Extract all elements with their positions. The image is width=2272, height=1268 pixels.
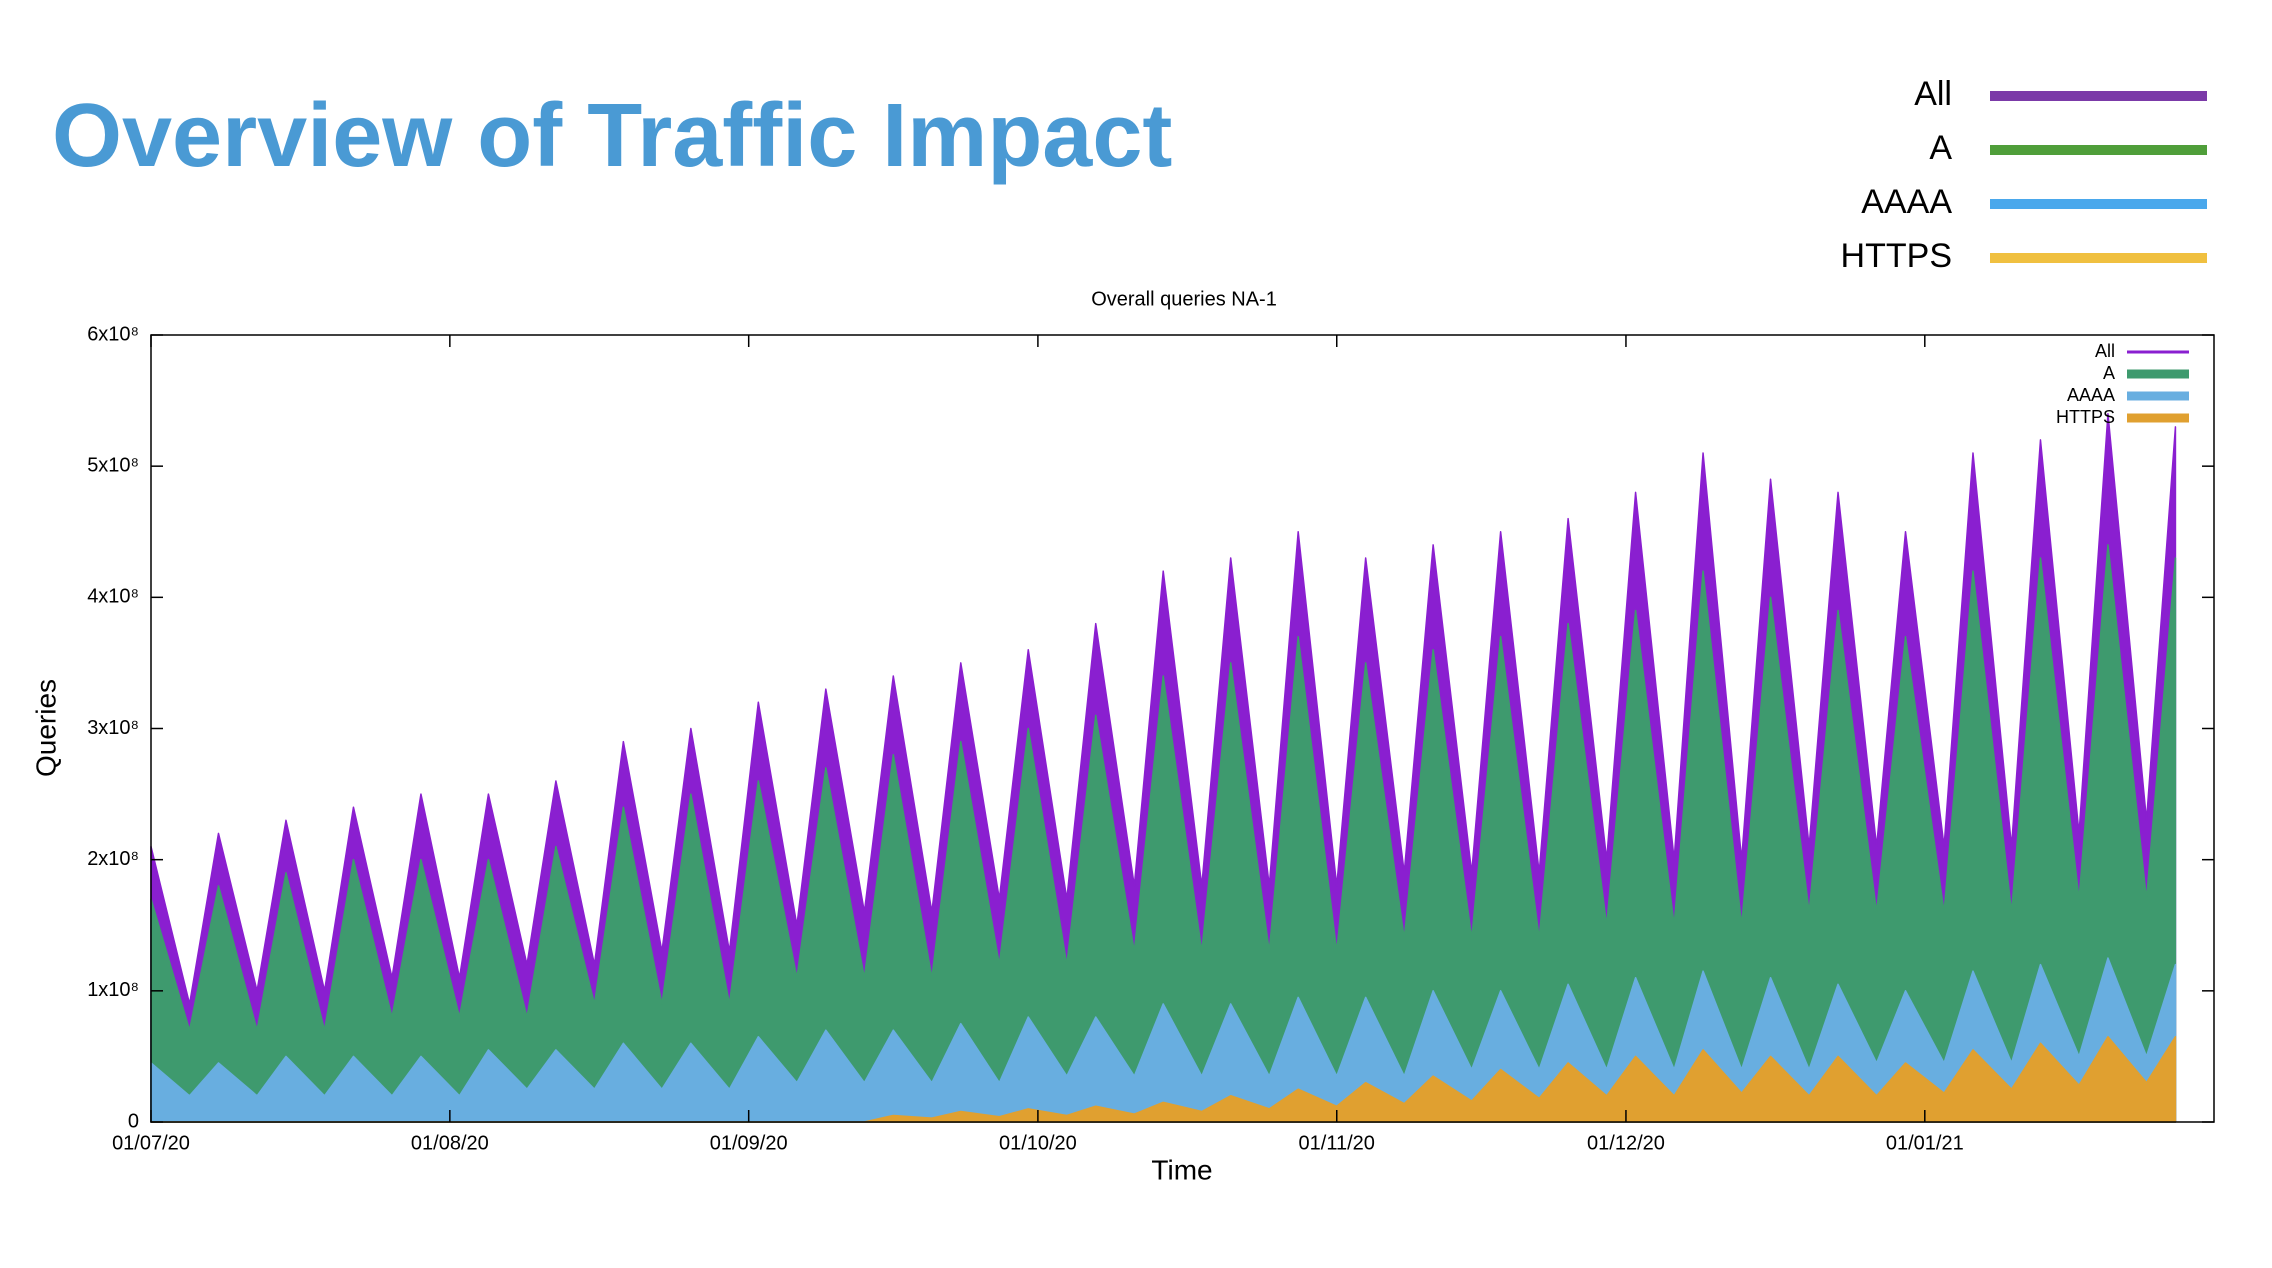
y-tick-label: 0	[128, 1110, 139, 1132]
area	[150, 957, 2177, 1123]
legend-label: HTTPS	[1841, 237, 1952, 275]
y-tick-label: 5x10⁸	[87, 454, 139, 476]
legend-label: HTTPS	[2056, 407, 2115, 427]
y-tick-label: 2x10⁸	[87, 848, 139, 870]
x-tick-label: 01/07/20	[112, 1132, 190, 1154]
legend-label: AAAA	[2067, 385, 2115, 405]
legend-label: All	[1914, 75, 1952, 113]
x-tick-label: 01/10/20	[999, 1132, 1077, 1154]
slide-title: Overview of Traffic Impact	[52, 86, 1172, 186]
y-tick-label: 4x10⁸	[87, 586, 139, 608]
y-tick-label: 1x10⁸	[87, 979, 139, 1001]
x-tick-label: 01/08/20	[411, 1132, 489, 1154]
x-tick-label: 01/12/20	[1587, 1132, 1665, 1154]
legend-label: AAAA	[1861, 183, 1952, 221]
y-tick-label: 3x10⁸	[87, 717, 139, 739]
x-tick-label: 01/01/21	[1886, 1132, 1964, 1154]
x-tick-label: 01/09/20	[710, 1132, 788, 1154]
x-tick-label: 01/11/20	[1299, 1132, 1375, 1154]
area	[150, 544, 2177, 1123]
chart-title: Overall queries NA-1	[1091, 288, 1277, 310]
legend-label: A	[2103, 363, 2115, 383]
y-axis-label: Queries	[30, 679, 61, 777]
legend-label: A	[1929, 129, 1952, 167]
legend-label: All	[2095, 341, 2115, 361]
y-tick-label: 6x10⁸	[87, 323, 139, 345]
x-axis-label: Time	[1151, 1154, 1212, 1185]
